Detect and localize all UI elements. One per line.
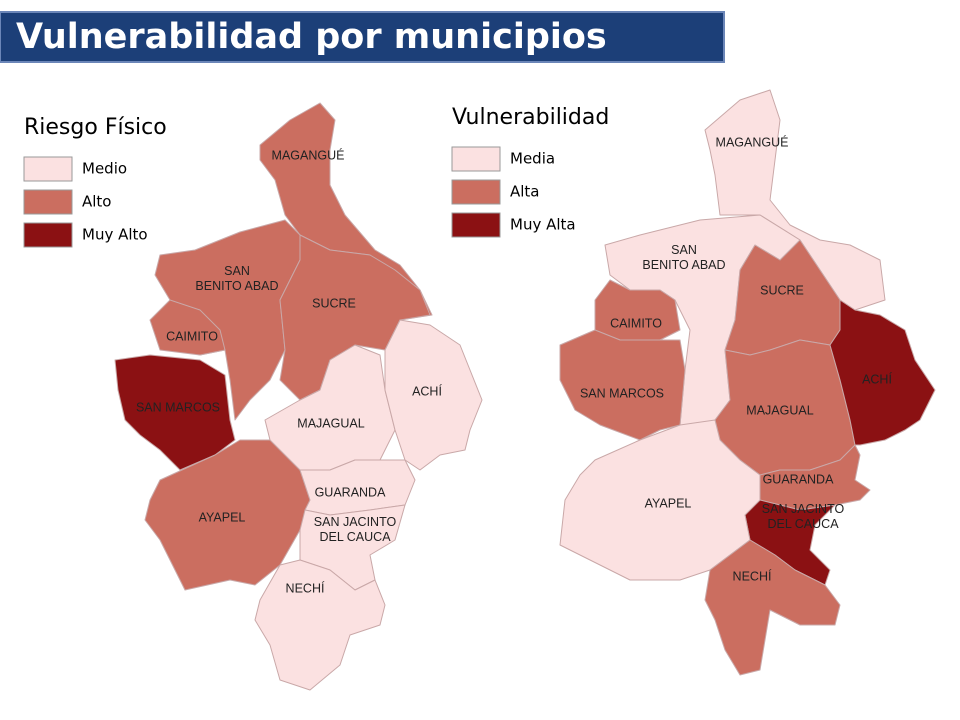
region	[264, 344, 396, 471]
legend-label: Alto	[82, 193, 112, 211]
region	[704, 89, 886, 311]
region-label: BENITO ABAD	[195, 279, 278, 293]
region	[144, 439, 311, 591]
region-label: NECHÍ	[286, 580, 325, 595]
region	[384, 319, 483, 471]
region-label: MAJAGUAL	[746, 403, 813, 417]
region-label: SAN JACINTO	[314, 515, 397, 529]
region-label: DEL CAUCA	[319, 530, 391, 544]
region	[559, 329, 686, 441]
legend-title: Vulnerabilidad	[452, 105, 609, 130]
legend-label: Muy Alto	[82, 226, 148, 244]
legend-swatch	[451, 146, 501, 172]
region-label: ACHÍ	[862, 371, 892, 386]
region-label: CAIMITO	[610, 316, 662, 330]
region-label: GUARANDA	[315, 485, 387, 499]
region-label: CAIMITO	[166, 329, 218, 343]
region-label: MAJAGUAL	[297, 416, 364, 430]
region-label: MAGANGUÉ	[272, 147, 345, 162]
region-label: SAN MARCOS	[136, 400, 220, 414]
region-label: ACHÍ	[412, 383, 442, 398]
region-label: BENITO ABAD	[642, 258, 725, 272]
region-label: SAN	[224, 264, 250, 278]
slide-title: Vulnerabilidad por municipios	[16, 17, 607, 57]
region-label: MAGANGUÉ	[716, 134, 789, 149]
legend-label: Alta	[510, 183, 540, 201]
legend-label: Media	[510, 150, 555, 168]
region-label: AYAPEL	[199, 510, 246, 524]
region	[149, 299, 226, 356]
legend-swatch	[23, 189, 73, 215]
legend-label: Muy Alta	[510, 216, 576, 234]
region	[829, 299, 936, 446]
region-label: DEL CAUCA	[767, 517, 839, 531]
legend-title: Riesgo Físico	[24, 115, 167, 140]
region-label: SAN MARCOS	[580, 386, 664, 400]
region	[704, 539, 841, 676]
legend-swatch	[23, 222, 73, 248]
region-label: GUARANDA	[763, 472, 835, 486]
region-label: SUCRE	[760, 283, 804, 297]
region-label: NECHÍ	[733, 568, 772, 583]
region-label: SUCRE	[312, 296, 356, 310]
region-label: SAN	[671, 243, 697, 257]
region	[299, 459, 416, 516]
legend-swatch	[451, 212, 501, 238]
region-label: AYAPEL	[645, 496, 692, 510]
region	[254, 559, 386, 691]
title-bar	[0, 11, 725, 63]
legend-swatch	[23, 156, 73, 182]
legend-label: Medio	[82, 160, 127, 178]
legend-swatch	[451, 179, 501, 205]
region-label: SAN JACINTO	[762, 502, 845, 516]
